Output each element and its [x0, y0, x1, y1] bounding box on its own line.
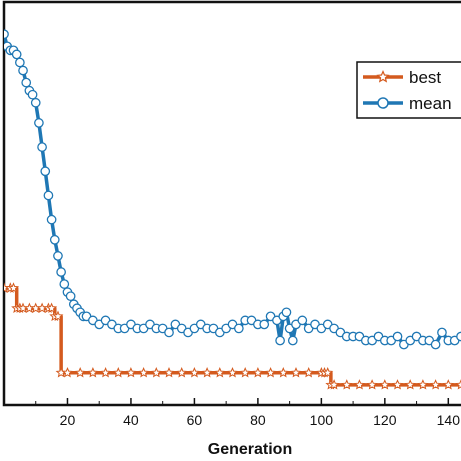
series-mean — [4, 29, 461, 350]
data-point-best — [176, 367, 188, 378]
legend-label: mean — [409, 94, 452, 113]
data-point-best — [442, 379, 454, 390]
data-point-best — [341, 379, 353, 390]
legend-label: best — [409, 68, 441, 87]
x-axis-title: Generation — [208, 441, 292, 458]
data-point-mean — [40, 166, 51, 177]
data-point-best — [353, 379, 365, 390]
data-point-mean — [456, 331, 461, 342]
x-tick-label: 60 — [187, 412, 203, 428]
data-point-best — [52, 310, 64, 322]
data-point-mean — [46, 214, 57, 225]
data-point-best — [290, 367, 302, 378]
data-point-best — [188, 367, 200, 378]
data-point-mean — [164, 327, 174, 338]
x-tick-label: 80 — [250, 412, 266, 428]
data-point-best — [265, 367, 277, 378]
series-best — [4, 282, 461, 390]
data-point-best — [391, 379, 404, 390]
data-point-best — [100, 366, 112, 378]
data-point-best — [252, 367, 264, 378]
data-point-mean — [11, 49, 22, 60]
data-point-best — [163, 367, 175, 378]
data-point-mean — [233, 323, 244, 334]
legend-entry-mean: mean — [363, 94, 452, 113]
data-point-best — [61, 367, 74, 378]
data-point-best — [277, 367, 289, 378]
data-point-best — [214, 367, 226, 378]
data-point-best — [226, 367, 239, 378]
x-tick-label: 40 — [123, 412, 139, 428]
data-point-mean — [59, 279, 70, 289]
series-layer — [4, 29, 461, 390]
data-point-mean — [18, 65, 28, 76]
data-point-mean — [56, 267, 66, 277]
data-point-best — [150, 367, 162, 378]
data-point-best — [379, 379, 391, 390]
data-point-best — [303, 367, 315, 378]
data-point-mean — [259, 319, 270, 330]
data-point-mean — [297, 315, 308, 326]
data-point-mean — [287, 335, 298, 346]
data-point-mean — [430, 339, 441, 350]
data-point-best — [366, 379, 378, 390]
data-point-mean — [43, 190, 54, 201]
data-point-best — [404, 379, 416, 390]
plot-frame — [2, 0, 461, 407]
data-point-best — [239, 367, 251, 378]
data-point-best — [417, 379, 429, 390]
x-tick-label: 140 — [437, 412, 461, 428]
data-point-best — [125, 366, 137, 378]
data-point-best — [87, 367, 99, 378]
legend-star-marker — [376, 69, 390, 83]
data-point-mean — [281, 307, 292, 318]
x-tick-label: 20 — [60, 412, 76, 428]
x-axis: 20 40 60 80 100 120 140 — [35, 398, 461, 428]
legend-entries: best mean — [363, 68, 452, 113]
data-point-mean — [65, 291, 76, 302]
legend-box — [356, 61, 461, 119]
data-point-best — [455, 379, 461, 390]
data-point-mean — [4, 29, 9, 40]
data-point-mean — [275, 335, 285, 346]
data-point-best — [430, 379, 442, 390]
data-point-mean — [392, 331, 403, 342]
x-tick-label: 120 — [373, 412, 397, 428]
data-point-mean — [27, 89, 38, 100]
data-point-best — [201, 367, 213, 378]
data-point-mean — [37, 142, 47, 152]
data-point-mean — [30, 97, 41, 108]
data-point-mean — [49, 234, 60, 245]
data-point-mean — [34, 118, 44, 128]
legend-entry-best: best — [363, 68, 441, 87]
data-point-mean — [15, 57, 25, 68]
data-point-best — [46, 302, 58, 313]
data-point-best — [7, 282, 20, 293]
legend-circle-marker — [377, 97, 389, 109]
data-point-best — [138, 367, 150, 378]
legend: best mean — [356, 61, 461, 119]
data-point-mean — [437, 327, 447, 338]
data-point-mean — [21, 77, 32, 88]
data-point-mean — [53, 251, 63, 261]
data-point-best — [74, 367, 86, 378]
data-point-best — [112, 366, 124, 378]
x-tick-label: 100 — [310, 412, 334, 428]
data-point-best — [322, 367, 334, 378]
data-point-best — [328, 379, 340, 390]
